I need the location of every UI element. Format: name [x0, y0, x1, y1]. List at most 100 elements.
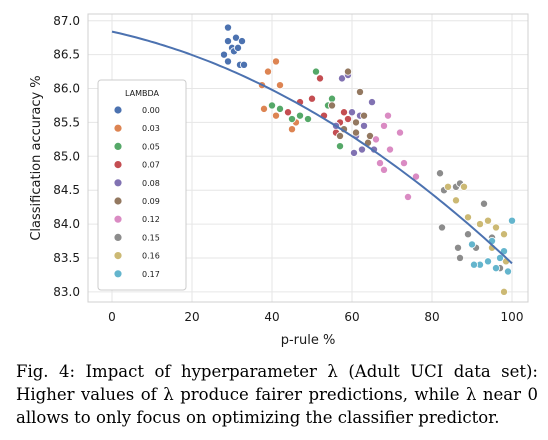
- data-point-0-17: [469, 260, 478, 269]
- plot-area-frame: [87, 13, 529, 303]
- data-point-0-03: [275, 81, 284, 90]
- data-point-0-07: [283, 108, 292, 117]
- data-point-0-05: [335, 142, 344, 151]
- data-point-0-12: [371, 135, 380, 144]
- data-point-0-08: [359, 121, 368, 130]
- data-point-0-05: [275, 104, 284, 113]
- data-point-0-09: [365, 131, 374, 140]
- data-point-0-12: [379, 165, 388, 174]
- data-point-0-15: [435, 169, 444, 178]
- legend-label: 0.05: [142, 142, 160, 151]
- data-point-0-08: [337, 74, 346, 83]
- legend-label: 0.15: [142, 233, 160, 242]
- x-tick-label: 40: [264, 310, 279, 324]
- data-point-0-03: [259, 104, 268, 113]
- data-point-0-07: [315, 74, 324, 83]
- x-tick-label: 80: [424, 310, 439, 324]
- data-point-0-07: [343, 115, 352, 124]
- data-point-0-15: [453, 243, 462, 252]
- legend-marker: [113, 105, 123, 115]
- data-point-0-17: [507, 216, 516, 225]
- legend-marker: [113, 214, 123, 224]
- data-point-0-08: [347, 108, 356, 117]
- y-tick-label: 85.5: [53, 115, 80, 129]
- legend-marker: [113, 251, 123, 261]
- trend-line: [111, 30, 513, 265]
- data-point-0-17: [491, 264, 500, 273]
- data-point-0-03: [263, 67, 272, 76]
- x-axis-label: p-rule %: [281, 333, 336, 348]
- legend-marker: [113, 269, 123, 279]
- data-point-0-16: [483, 216, 492, 225]
- data-point-0-17: [495, 253, 504, 262]
- data-point-0-07: [339, 108, 348, 117]
- scatter-chart: 0 20 40 60 80 100 83.0 83.5 84.0 84.5 85.0 85.5 86.…: [29, 13, 529, 348]
- data-point-0-00: [223, 23, 232, 32]
- legend-marker: [113, 160, 123, 170]
- data-point-0-12: [399, 159, 408, 168]
- data-point-0-00: [223, 57, 232, 66]
- data-point-0-16: [443, 182, 452, 191]
- legend-label: 0.16: [142, 252, 160, 261]
- data-point-0-03: [271, 111, 280, 120]
- data-point-0-17: [503, 267, 512, 276]
- data-point-0-15: [463, 230, 472, 239]
- data-point-0-03: [287, 125, 296, 134]
- legend-marker: [113, 123, 123, 133]
- legend-label: 0.12: [142, 215, 160, 224]
- y-axis-label: Classification accuracy %: [29, 75, 44, 240]
- x-tick-label: 0: [108, 310, 116, 324]
- data-point-0-00: [231, 33, 240, 42]
- data-point-0-09: [343, 67, 352, 76]
- data-point-0-00: [237, 37, 246, 46]
- data-point-0-12: [403, 192, 412, 201]
- data-point-0-05: [303, 115, 312, 124]
- data-point-0-12: [395, 128, 404, 137]
- data-point-0-08: [349, 148, 358, 157]
- legend-label: 0.07: [142, 161, 160, 170]
- legend-marker: [113, 178, 123, 188]
- data-point-0-12: [385, 145, 394, 154]
- legend-label: 0.09: [142, 197, 160, 206]
- data-point-0-16: [463, 213, 472, 222]
- legend-items: 0.00 0.03 0.05 0.07 0.08 0.09 0.12 0.15 0.16 0.17: [113, 105, 160, 279]
- data-point-0-05: [327, 94, 336, 103]
- data-point-0-07: [307, 94, 316, 103]
- figure-caption: Fig. 4: Impact of hyperparameter λ (Adul…: [16, 362, 538, 427]
- data-point-0-05: [267, 101, 276, 110]
- data-point-0-00: [239, 60, 248, 69]
- data-point-0-03: [271, 57, 280, 66]
- y-tick-label: 86.0: [53, 82, 80, 96]
- y-axis-ticks: 83.0 83.5 84.0 84.5 85.0 85.5 86.0 86.5 87.0: [53, 14, 80, 299]
- data-point-0-09: [355, 87, 364, 96]
- data-point-0-00: [223, 37, 232, 46]
- y-tick-label: 84.5: [53, 183, 80, 197]
- data-point-0-12: [411, 172, 420, 181]
- data-point-0-08: [357, 145, 366, 154]
- data-point-0-15: [455, 253, 464, 262]
- data-point-0-09: [335, 131, 344, 140]
- legend-title: LAMBDA: [125, 89, 160, 98]
- data-point-0-12: [379, 121, 388, 130]
- y-tick-label: 83.5: [53, 251, 80, 265]
- data-point-0-08: [367, 98, 376, 107]
- x-tick-label: 100: [501, 310, 524, 324]
- data-point-0-12: [375, 159, 384, 168]
- scatter-points: [219, 23, 516, 296]
- data-point-0-16: [491, 223, 500, 232]
- data-point-0-05: [287, 115, 296, 124]
- data-point-0-17: [467, 240, 476, 249]
- data-point-0-16: [459, 182, 468, 191]
- data-point-0-16: [499, 230, 508, 239]
- legend-label: 0.17: [142, 270, 160, 279]
- legend-label: 0.03: [142, 124, 160, 133]
- data-point-0-09: [351, 118, 360, 127]
- data-point-0-15: [437, 223, 446, 232]
- data-point-0-16: [499, 287, 508, 296]
- data-point-0-00: [233, 43, 242, 52]
- x-axis-ticks: 0 20 40 60 80 100: [108, 310, 523, 324]
- data-point-0-05: [295, 111, 304, 120]
- data-point-0-00: [219, 50, 228, 59]
- legend: LAMBDA 0.000.030.050.070.080.090.120.150…: [97, 79, 187, 291]
- data-point-0-16: [451, 196, 460, 205]
